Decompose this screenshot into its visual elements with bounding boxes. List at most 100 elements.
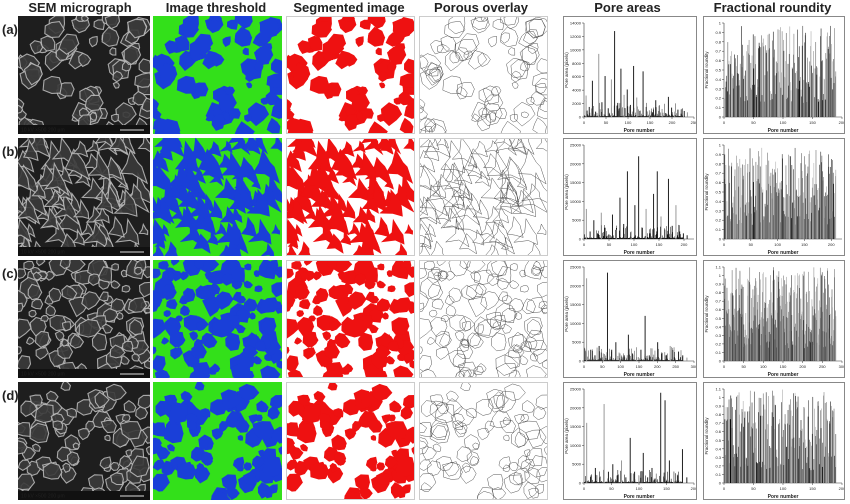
x-axis-label: Pore number (768, 128, 799, 134)
bar (764, 101, 765, 117)
bar (750, 62, 752, 117)
bar (804, 408, 805, 483)
bar (829, 53, 831, 117)
threshold-image (153, 16, 282, 134)
bar (729, 221, 731, 239)
x-axis-label: Pore number (768, 494, 799, 500)
bar (587, 481, 589, 483)
bar (785, 32, 787, 117)
bar (796, 189, 797, 239)
bar (642, 452, 644, 483)
bar (654, 238, 655, 239)
bar (673, 238, 674, 239)
bar (801, 153, 802, 239)
bar (640, 477, 642, 483)
bar (594, 467, 596, 483)
x-tick-label: 50 (751, 120, 756, 125)
bar (725, 164, 727, 239)
x-tick-label: 50 (604, 120, 609, 125)
x-tick-label: 250 (691, 120, 697, 125)
bar (741, 409, 743, 483)
bar (794, 392, 796, 483)
bar (790, 410, 792, 483)
bar (750, 190, 751, 239)
y-tick-label: 0.6 (715, 58, 721, 63)
y-tick-label: 1 (719, 143, 722, 148)
bar (602, 238, 603, 239)
y-tick-label: 15000 (570, 180, 582, 185)
bar (742, 401, 744, 483)
bar (636, 357, 638, 361)
bar (610, 235, 611, 239)
header-pore-areas: Pore areas (594, 0, 661, 15)
bar (639, 110, 641, 117)
bar (632, 353, 634, 361)
bar (645, 208, 647, 239)
bar (813, 162, 815, 239)
bar (588, 480, 589, 483)
bar (623, 223, 625, 239)
bar (765, 206, 766, 239)
bar (658, 482, 659, 483)
bar (659, 481, 661, 483)
bar (782, 94, 783, 117)
bar (642, 471, 643, 483)
bar (647, 477, 649, 483)
pore-area-chart: 0 5000 10000 15000 20000 25000 0 50 100 150 200 Por… (563, 138, 697, 256)
bar (730, 395, 732, 483)
bar (788, 155, 790, 239)
bar (761, 467, 762, 483)
bar (823, 94, 824, 117)
y-tick-label: 1 (719, 21, 722, 26)
bar (622, 238, 623, 239)
bar (755, 161, 757, 239)
bar (800, 195, 801, 239)
bar (733, 213, 734, 239)
bar (825, 195, 827, 239)
bar (745, 96, 747, 117)
bar (618, 238, 619, 239)
bar (680, 481, 681, 483)
bar (651, 477, 652, 483)
y-tick-label: 0.9 (715, 30, 721, 35)
bar (797, 407, 798, 483)
bar (660, 226, 661, 239)
x-tick-label: 200 (691, 486, 697, 491)
bar (619, 197, 621, 239)
bar (725, 455, 726, 483)
bar (739, 63, 741, 117)
x-tick-label: 150 (647, 120, 654, 125)
bar (671, 238, 672, 239)
bar (811, 212, 812, 239)
bar (637, 236, 638, 239)
bar (764, 409, 766, 483)
bar (604, 76, 606, 117)
bar (832, 172, 834, 239)
y-tick-label: 5000 (572, 218, 582, 223)
bar (731, 73, 733, 117)
bar (632, 482, 633, 483)
bar (677, 232, 678, 239)
bar (784, 423, 785, 483)
y-tick-label: 0.8 (715, 412, 721, 417)
bar (807, 83, 809, 117)
bar (620, 237, 621, 239)
bar (631, 482, 632, 483)
bar (748, 213, 749, 239)
bar (772, 31, 774, 117)
bar (768, 160, 770, 239)
bar (818, 100, 820, 117)
bar (742, 164, 743, 239)
bar (610, 237, 611, 239)
bar (654, 479, 655, 483)
bar (669, 233, 670, 239)
bar (774, 404, 776, 483)
bar (811, 433, 813, 483)
bar (614, 237, 615, 239)
bar (674, 236, 675, 239)
bar (821, 162, 822, 239)
bar (609, 482, 611, 483)
header-segmented-image: Segmented image (293, 0, 405, 15)
bar (827, 194, 829, 239)
bar (745, 70, 746, 117)
